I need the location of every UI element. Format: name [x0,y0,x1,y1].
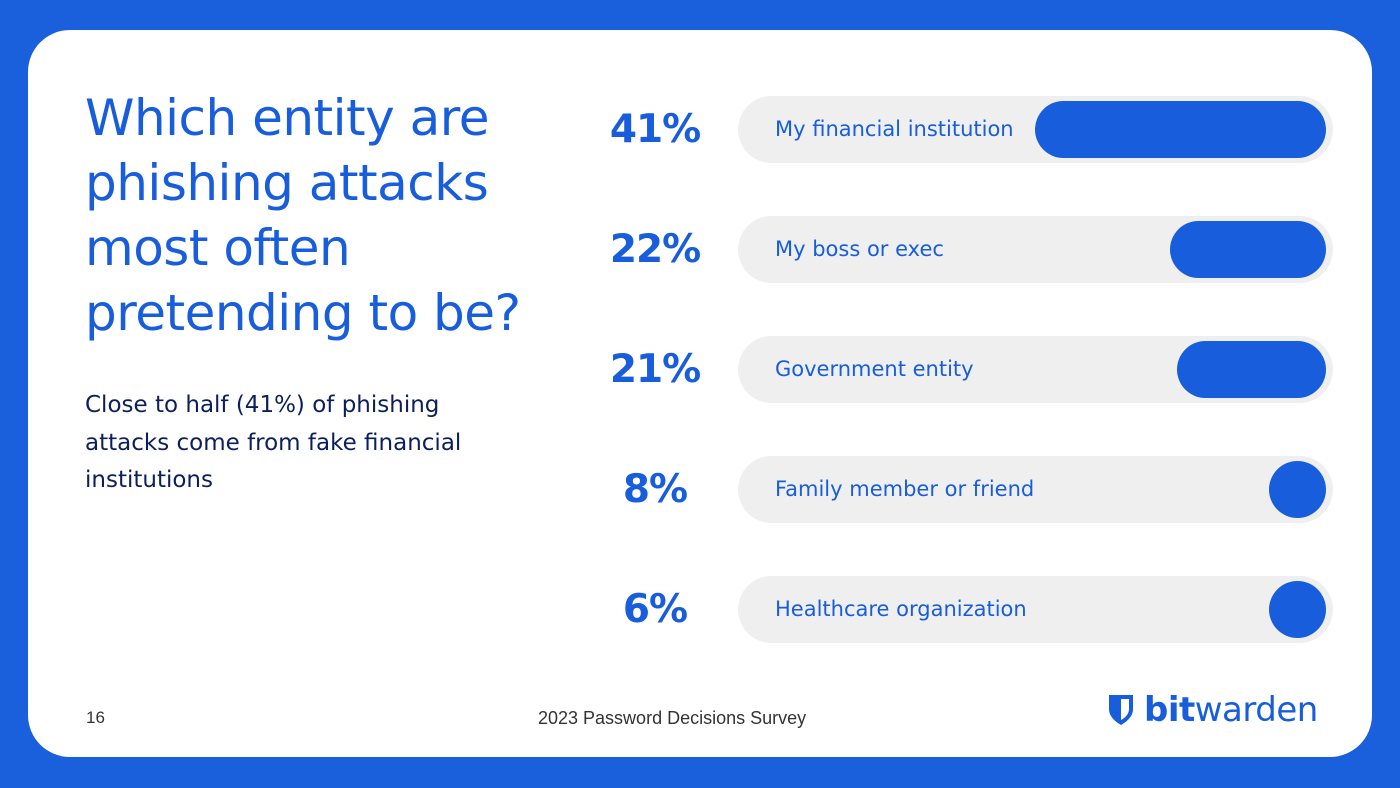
category-label: Healthcare organization [775,597,1027,621]
logo-text-bold: bit [1144,690,1195,730]
bar-track: My financial institution [738,96,1333,163]
percent-label: 22% [609,227,701,272]
bar-track: My boss or exec [738,216,1333,283]
bar-fill [1177,341,1326,398]
slide-title: Which entity are phishing attacks most o… [85,89,521,342]
footer-survey-title: 2023 Password Decisions Survey [538,708,807,728]
page-number: 16 [86,708,105,727]
slide-subtitle: Close to half (41%) of phishing attacks … [85,392,462,493]
logo-text-light: warden [1194,690,1319,730]
category-label: My financial institution [775,117,1014,141]
category-label: My boss or exec [775,237,944,261]
bar-track: Family member or friend [738,456,1333,523]
bar-fill [1269,461,1326,518]
bitwarden-logo: bit warden [1108,690,1318,730]
percent-label: 8% [622,467,688,512]
chart-row: 41% My financial institution [0,96,1400,163]
bar-fill [1035,101,1326,158]
bar-fill [1170,221,1326,278]
bar-fill [1269,581,1326,638]
category-label: Family member or friend [775,477,1035,501]
percent-label: 41% [609,107,701,152]
chart-row: 8% Family member or friend [0,456,1400,523]
chart-row: 6% Healthcare organization [0,576,1400,643]
shield-icon [1109,695,1133,725]
chart-row: 21% Government entity [0,336,1400,403]
percent-label: 6% [622,587,688,632]
bar-track: Healthcare organization [738,576,1333,643]
percent-label: 21% [609,347,701,392]
bar-track: Government entity [738,336,1333,403]
category-label: Government entity [775,357,974,381]
chart-row: 22% My boss or exec [0,216,1400,283]
